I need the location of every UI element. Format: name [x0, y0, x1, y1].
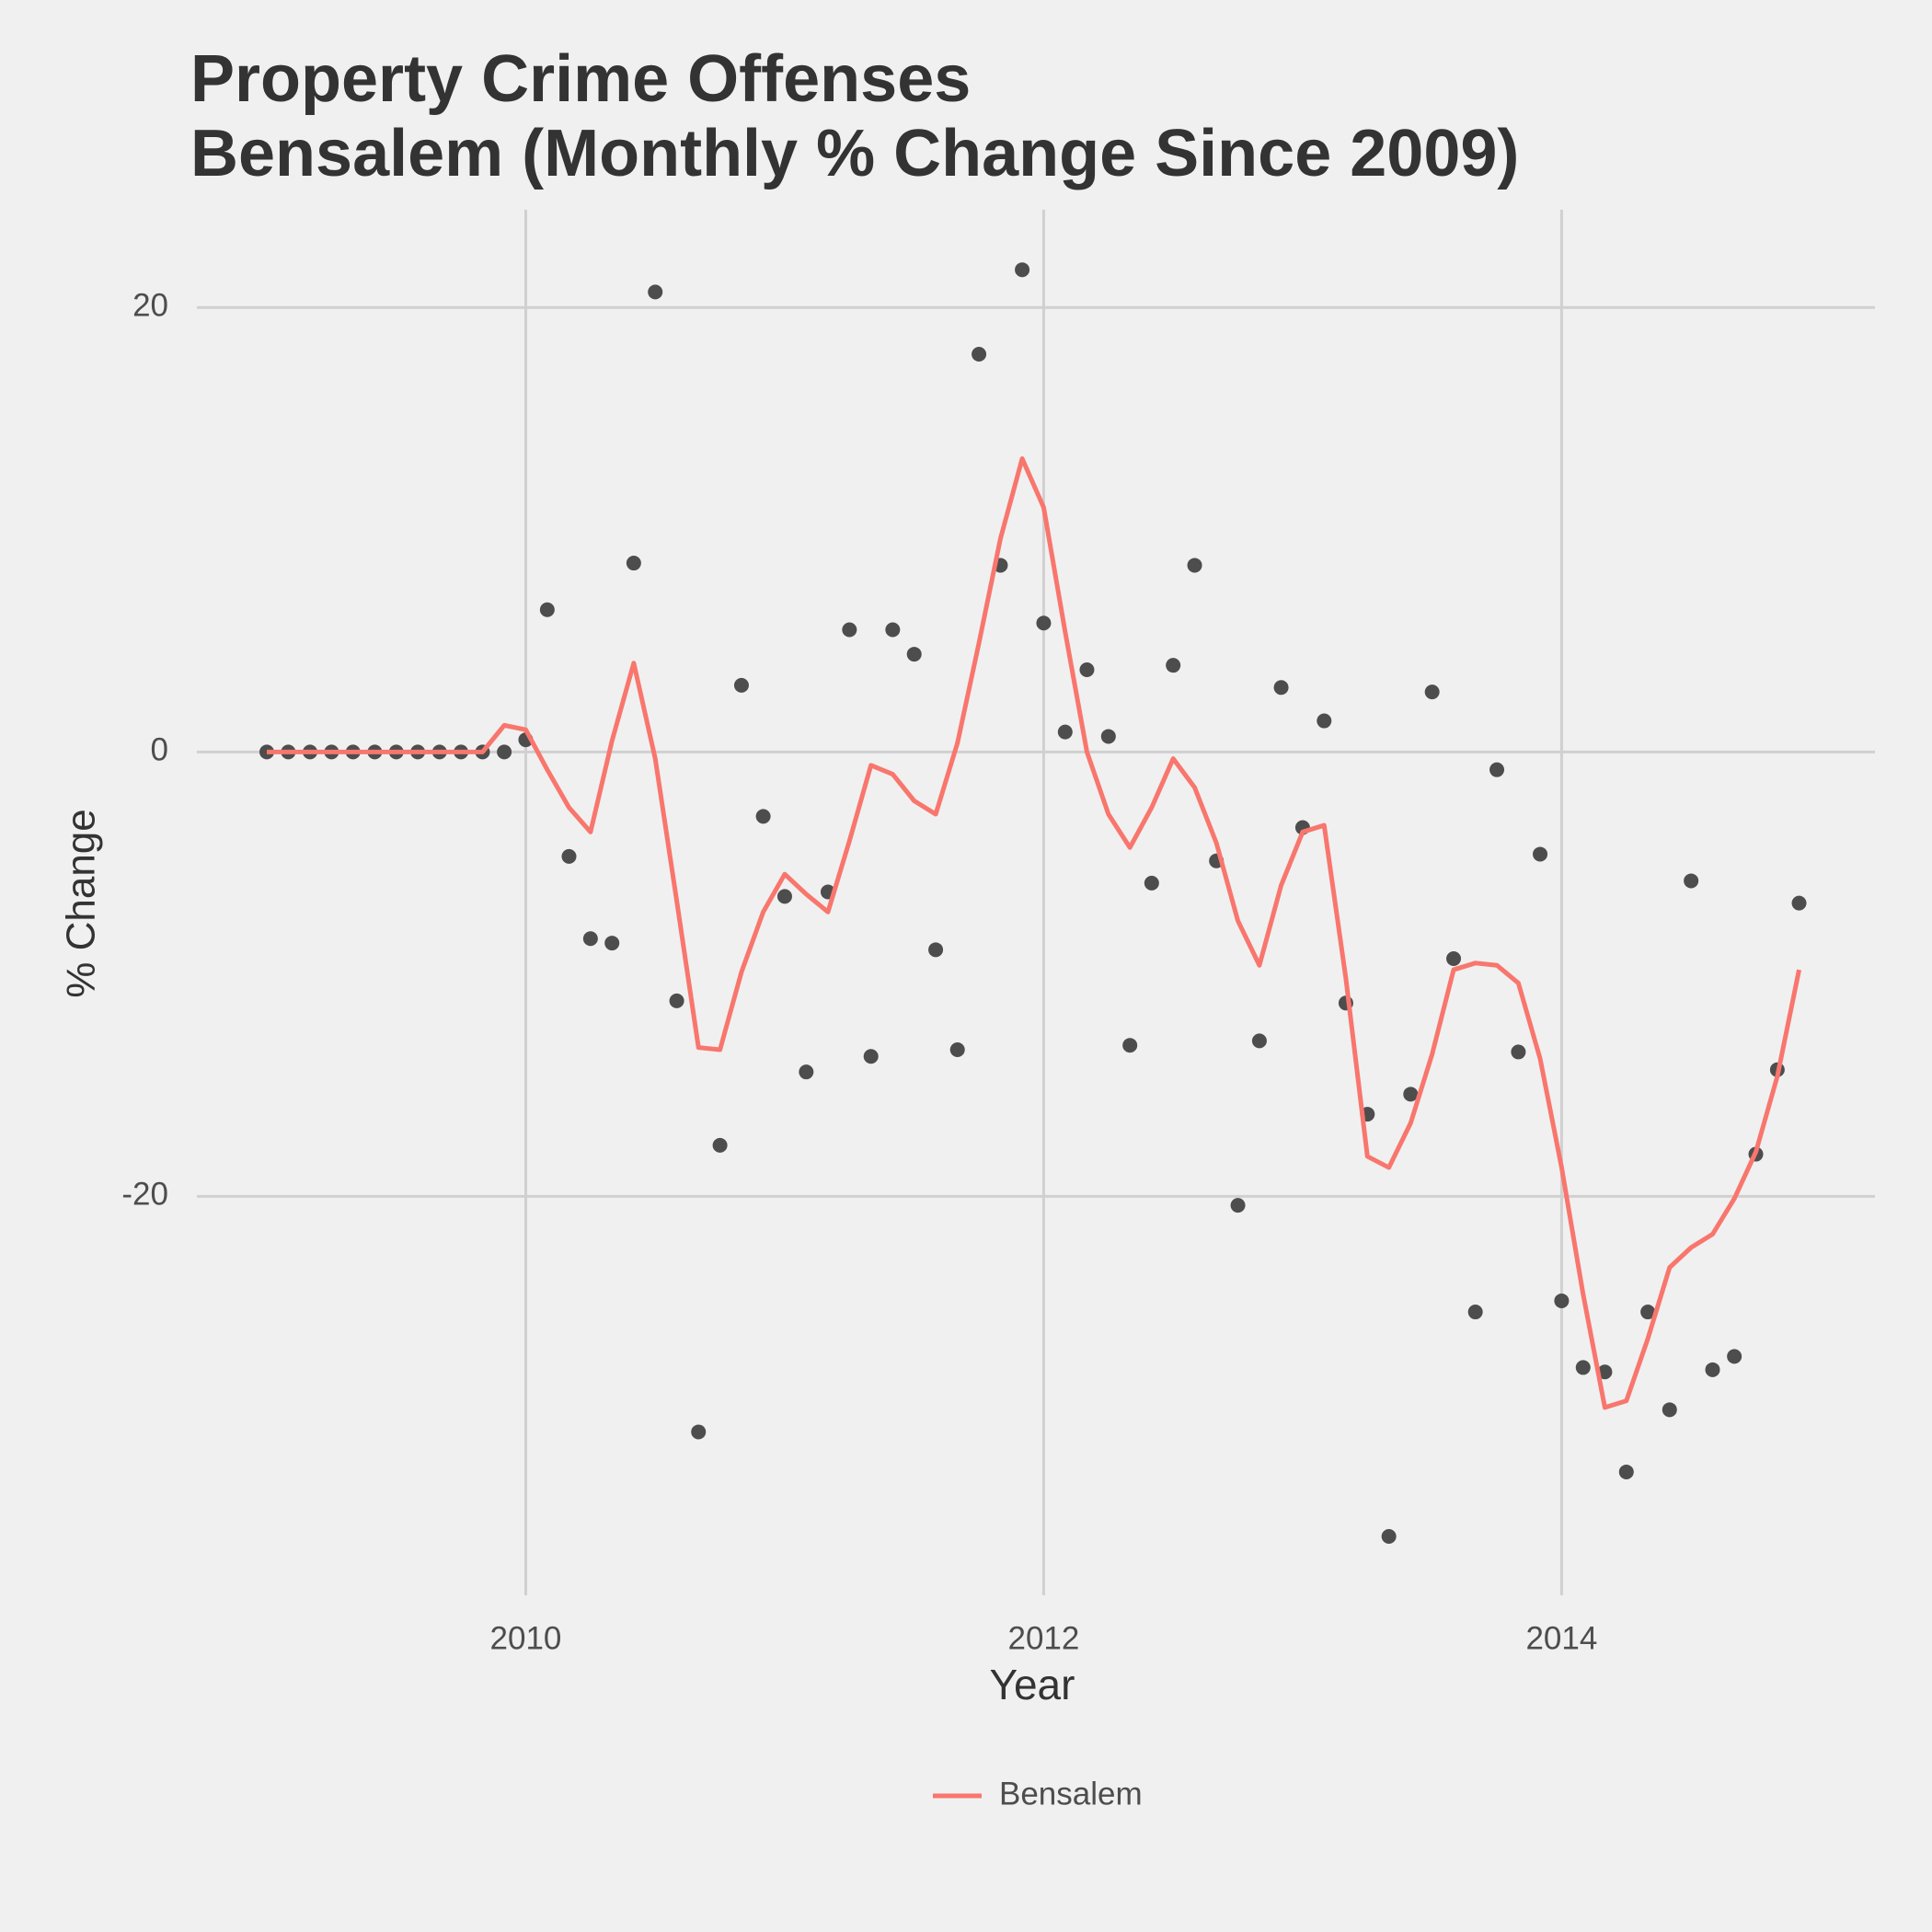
- data-point: [1317, 713, 1332, 729]
- data-point: [776, 889, 792, 904]
- data-point: [949, 1042, 965, 1058]
- data-point: [928, 942, 944, 958]
- data-point: [842, 622, 857, 638]
- data-point: [1424, 684, 1440, 700]
- data-point: [1100, 729, 1116, 744]
- data-point: [1273, 680, 1289, 696]
- data-point: [1554, 1293, 1570, 1308]
- y-tick-label: 0: [151, 732, 168, 768]
- data-point: [582, 931, 598, 947]
- data-point: [755, 809, 771, 824]
- x-tick-label: 2012: [1008, 1620, 1080, 1656]
- line: [267, 456, 1801, 1410]
- data-point: [1251, 1033, 1267, 1049]
- data-point: [1230, 1198, 1246, 1213]
- data-point: [1684, 873, 1699, 889]
- data-point: [539, 602, 555, 617]
- data-point: [733, 677, 749, 693]
- data-point: [1187, 558, 1202, 573]
- data-point: [1036, 615, 1052, 631]
- data-point: [863, 1049, 879, 1064]
- data-point: [1446, 950, 1462, 966]
- data-point: [1597, 1364, 1613, 1380]
- data-point: [1705, 1362, 1720, 1377]
- data-point: [1057, 724, 1073, 740]
- data-point: [1489, 762, 1505, 777]
- y-tick-label: -20: [121, 1177, 168, 1213]
- plot-area: [259, 262, 1807, 1544]
- data-point: [1727, 1349, 1742, 1364]
- y-axis-title: % Change: [59, 809, 104, 997]
- data-point: [1511, 1044, 1526, 1060]
- data-point: [1381, 1528, 1397, 1544]
- legend: Bensalem: [933, 1776, 1143, 1811]
- data-point: [497, 744, 512, 760]
- grid: 2010 2012 2014 -20 0 20: [121, 210, 1875, 1656]
- data-point: [1640, 1305, 1656, 1320]
- x-tick-label: 2014: [1525, 1620, 1597, 1656]
- data-point: [885, 622, 901, 638]
- data-point: [906, 647, 922, 662]
- data-point: [1467, 1305, 1483, 1320]
- data-point: [799, 1064, 814, 1080]
- y-tick-label: 20: [132, 288, 168, 324]
- data-point: [1662, 1402, 1677, 1418]
- legend-label: Bensalem: [999, 1776, 1143, 1811]
- data-point: [604, 936, 620, 951]
- x-axis-title: Year: [990, 1661, 1075, 1708]
- data-point: [626, 556, 641, 571]
- data-point: [561, 848, 577, 864]
- data-point: [669, 993, 684, 1008]
- data-point: [1015, 262, 1030, 278]
- data-point: [1533, 846, 1548, 862]
- data-point: [1166, 658, 1181, 673]
- data-point: [972, 347, 987, 362]
- data-point: [691, 1424, 707, 1440]
- data-point: [1575, 1360, 1591, 1375]
- chart-title: Property Crime Offenses: [190, 42, 971, 116]
- data-point: [648, 284, 663, 300]
- data-point: [1079, 661, 1095, 677]
- data-point: [1791, 895, 1807, 911]
- chart-title: Bensalem (Monthly % Change Since 2009): [190, 117, 1519, 190]
- data-point: [1122, 1038, 1138, 1053]
- data-point: [1618, 1464, 1634, 1479]
- data-point: [712, 1137, 728, 1153]
- data-point: [1144, 875, 1159, 891]
- x-tick-label: 2010: [490, 1620, 562, 1656]
- data-point: [1403, 1087, 1419, 1102]
